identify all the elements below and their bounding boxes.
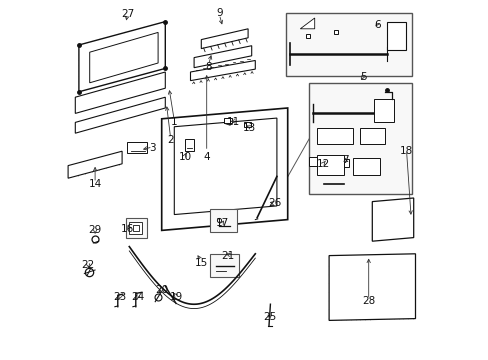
Text: 19: 19 bbox=[169, 292, 183, 302]
Text: 15: 15 bbox=[194, 258, 207, 268]
Text: 17: 17 bbox=[216, 218, 229, 228]
Text: 18: 18 bbox=[399, 146, 412, 156]
Polygon shape bbox=[68, 151, 122, 178]
Text: 5: 5 bbox=[359, 72, 366, 82]
Bar bbox=[316, 128, 352, 144]
Polygon shape bbox=[300, 18, 314, 29]
Text: 13: 13 bbox=[243, 123, 256, 133]
Bar bbox=[127, 142, 147, 153]
Bar bbox=[125, 218, 147, 238]
Polygon shape bbox=[75, 97, 165, 133]
Text: 20: 20 bbox=[155, 285, 168, 295]
Bar bbox=[386, 22, 406, 50]
Polygon shape bbox=[75, 72, 165, 113]
Bar bbox=[223, 118, 231, 123]
Text: 1: 1 bbox=[171, 117, 177, 127]
Bar bbox=[359, 128, 384, 144]
Text: 7: 7 bbox=[341, 155, 348, 165]
Bar bbox=[334, 159, 348, 167]
Bar bbox=[129, 222, 142, 234]
Text: 6: 6 bbox=[374, 20, 380, 30]
Polygon shape bbox=[194, 46, 251, 68]
Polygon shape bbox=[371, 198, 413, 241]
Text: 26: 26 bbox=[268, 198, 281, 208]
Bar bbox=[285, 13, 411, 76]
Polygon shape bbox=[201, 29, 247, 49]
Bar bbox=[210, 209, 237, 232]
Polygon shape bbox=[174, 118, 276, 215]
Text: 10: 10 bbox=[178, 152, 191, 162]
Polygon shape bbox=[190, 60, 255, 81]
Bar bbox=[309, 157, 325, 166]
Text: 4: 4 bbox=[203, 152, 209, 162]
Text: 25: 25 bbox=[263, 312, 276, 322]
Bar bbox=[316, 155, 343, 175]
Polygon shape bbox=[328, 254, 415, 320]
Text: 22: 22 bbox=[81, 260, 94, 270]
Text: 12: 12 bbox=[316, 159, 330, 169]
Text: 3: 3 bbox=[149, 143, 156, 153]
Bar bbox=[244, 122, 250, 127]
Text: 24: 24 bbox=[131, 292, 144, 302]
Bar bbox=[185, 139, 194, 151]
Text: 11: 11 bbox=[226, 117, 240, 127]
Text: 8: 8 bbox=[205, 62, 211, 72]
Bar bbox=[373, 99, 393, 122]
Text: 21: 21 bbox=[221, 251, 234, 261]
Text: 23: 23 bbox=[113, 292, 127, 302]
Text: 28: 28 bbox=[361, 296, 375, 306]
Text: 14: 14 bbox=[88, 179, 102, 189]
Text: 27: 27 bbox=[121, 9, 134, 19]
Text: 29: 29 bbox=[88, 225, 102, 235]
Polygon shape bbox=[162, 108, 287, 230]
Bar bbox=[210, 254, 239, 277]
Text: 2: 2 bbox=[167, 135, 174, 145]
Polygon shape bbox=[79, 22, 165, 92]
Text: 16: 16 bbox=[121, 224, 134, 234]
Bar bbox=[352, 158, 379, 175]
Text: 9: 9 bbox=[216, 8, 222, 18]
Bar bbox=[309, 83, 411, 194]
